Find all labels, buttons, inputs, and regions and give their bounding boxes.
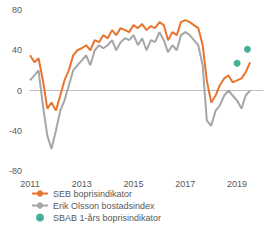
svg-text:0: 0: [17, 86, 22, 96]
svg-text:40: 40: [12, 45, 22, 55]
svg-text:-40: -40: [9, 126, 22, 136]
svg-text:2015: 2015: [124, 179, 144, 189]
svg-text:SEB boprisindikator: SEB boprisindikator: [53, 189, 132, 199]
svg-text:-80: -80: [9, 166, 22, 176]
svg-text:2011: 2011: [20, 179, 39, 189]
svg-text:2017: 2017: [175, 179, 195, 189]
svg-text:2019: 2019: [227, 179, 247, 189]
svg-text:SBAB 1-års boprisindikator: SBAB 1-års boprisindikator: [53, 213, 161, 223]
svg-text:Erik Olsson bostadsindex: Erik Olsson bostadsindex: [53, 201, 155, 211]
svg-text:2013: 2013: [72, 179, 92, 189]
svg-text:80: 80: [12, 5, 22, 15]
